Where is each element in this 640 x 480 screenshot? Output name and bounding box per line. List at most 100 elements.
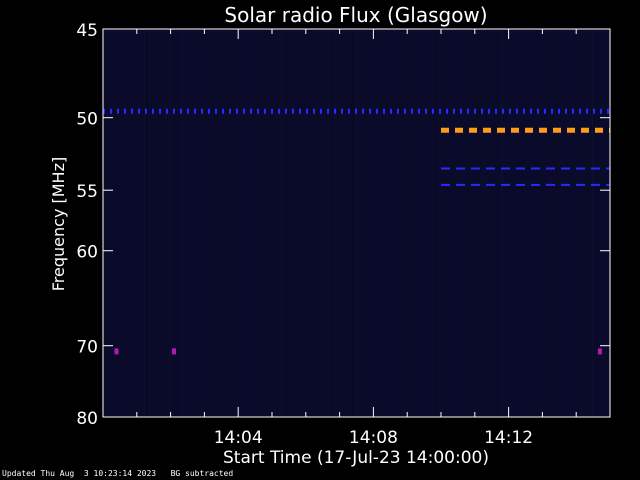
texture-streak [340,30,342,416]
texture-streak [185,30,187,416]
plot-background [103,29,610,417]
texture-streak [146,30,148,416]
texture-streak [271,30,273,416]
texture-streak [476,30,478,416]
texture-streak [557,30,559,416]
texture-streak [147,30,149,416]
texture-streak [522,30,524,416]
x-axis-title: Start Time (17-Jul-23 14:00:00) [223,448,489,468]
texture-streak [331,30,333,416]
texture-streak [350,30,352,416]
y-tick-label: 50 [76,110,98,130]
texture-streak [331,30,333,416]
texture-streak [478,30,479,416]
texture-streak [117,30,119,416]
texture-streak [260,30,262,416]
texture-streak [224,30,226,416]
plot-frame [102,28,611,418]
texture-streak [592,30,594,416]
texture-streak [243,30,245,416]
texture-streak [314,30,316,416]
emission-spot [114,348,119,355]
texture-streak [551,30,553,416]
y-axis-title: Frequency [MHz] [49,157,68,291]
texture-streak [222,30,224,416]
texture-streak [227,30,229,416]
texture-streak [241,30,242,416]
texture-streak [223,30,225,416]
texture-streak [493,30,495,416]
texture-streak [351,30,353,416]
y-tick-label: 60 [76,243,98,263]
texture-streak [148,30,150,416]
texture-streak [300,30,302,416]
texture-streak [167,30,169,416]
texture-streak [200,30,202,416]
texture-streak [585,30,587,416]
texture-streak [105,30,107,416]
texture-streak [445,30,447,416]
emission-features [103,108,610,355]
texture-streak [213,30,215,416]
texture-streak [555,30,557,416]
texture-streak [169,30,170,416]
texture-streak [580,30,582,416]
texture-streak [501,30,502,416]
texture-streak [119,30,121,416]
y-tick-label: 45 [76,21,98,41]
texture-streak [435,30,437,416]
texture-streak [326,30,328,416]
texture-streak [560,30,562,416]
texture-streak [106,30,108,416]
texture-streak [386,30,388,416]
texture-streak [285,30,287,416]
texture-streak [355,30,357,416]
x-tick-label: 14:12 [484,428,533,448]
texture-streak [602,30,604,416]
texture-streak [227,30,229,416]
texture-streak [443,30,444,416]
texture-streak [131,30,132,416]
texture-streak [437,30,439,416]
texture-streak [480,30,482,416]
texture-streak [311,30,313,416]
texture-streak [353,30,355,416]
texture-streak [108,30,110,416]
texture-streak [418,30,420,416]
texture-streak [312,30,314,416]
texture-streak [603,30,605,416]
texture-streak [437,30,439,416]
texture-streak [549,30,551,416]
texture-streak [391,30,393,416]
texture-streak [146,30,148,416]
texture-streak [279,30,281,416]
texture-streak [551,30,553,416]
texture-streak [145,30,147,416]
texture-streak [484,30,486,416]
texture-streak [414,30,415,416]
emission-spot [172,348,176,355]
texture-streak [257,30,259,416]
texture-streak [475,30,477,416]
texture-streak [370,30,372,416]
texture-streak [588,30,590,416]
texture-streak [469,30,471,416]
texture-streak [217,30,219,416]
texture-streak [328,30,330,416]
texture-streak [354,30,356,416]
texture-streak [334,30,336,416]
texture-streak [159,30,161,416]
texture-streak [109,30,111,416]
texture-streak [165,30,167,416]
texture-streak [173,30,175,416]
texture-streak [522,30,524,416]
emission-spot [597,348,602,355]
texture-streak [273,30,275,416]
y-axis-ticks: 45 50 55 60 70 80 [76,21,610,429]
texture-streak [352,30,354,416]
texture-streak [411,30,413,416]
texture-streak [380,30,382,416]
texture-streak [587,30,589,416]
texture-streak [399,30,401,416]
